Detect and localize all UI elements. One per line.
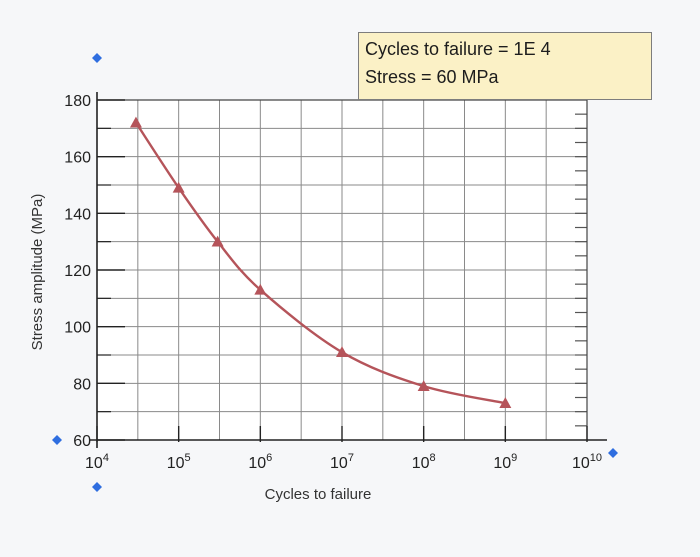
data-point-marker	[211, 235, 224, 247]
axes	[52, 53, 618, 492]
x-axis-right-handle	[608, 448, 618, 458]
data-point-marker	[499, 397, 512, 408]
data-point-marker	[129, 116, 142, 128]
y-tick-label: 180	[64, 93, 91, 110]
x-tick-label: 104	[85, 452, 109, 472]
y-tick-label: 120	[64, 263, 91, 280]
info-cycles-to-failure: Cycles to failure = 1E 4	[365, 39, 551, 59]
x-tick-label: 105	[167, 452, 191, 472]
y-tick-label: 140	[64, 206, 91, 223]
y-axis-title: Stress amplitude (MPa)	[29, 194, 46, 351]
y-tick-label: 100	[64, 320, 91, 337]
tick-labels: 60 80 100 120 140 160 180 104 105 106 107 108 109 101…	[64, 93, 602, 472]
y-axis-bottom-handle	[92, 482, 102, 492]
data-point-marker	[254, 283, 267, 295]
x-tick-label: 106	[248, 452, 272, 472]
info-stress: Stress = 60 MPa	[365, 67, 499, 87]
x-tick-label: 109	[493, 452, 517, 472]
data-point-marker	[417, 380, 430, 391]
y-tick-label: 60	[73, 433, 91, 450]
y-tick-label: 80	[73, 376, 91, 393]
x-axis-title: Cycles to failure	[265, 486, 372, 503]
x-tick-label: 1010	[572, 452, 602, 472]
curve-layer	[129, 116, 512, 408]
data-point-marker	[172, 181, 185, 193]
y-tick-label: 160	[64, 150, 91, 167]
x-axis-left-handle	[52, 435, 62, 445]
data-point-marker	[336, 346, 348, 357]
selected-point-info-box: Cycles to failure = 1E 4 Stress = 60 MPa	[358, 32, 652, 100]
x-tick-label: 107	[330, 452, 354, 472]
y-axis-top-handle	[92, 53, 102, 63]
x-tick-label: 108	[412, 452, 436, 472]
